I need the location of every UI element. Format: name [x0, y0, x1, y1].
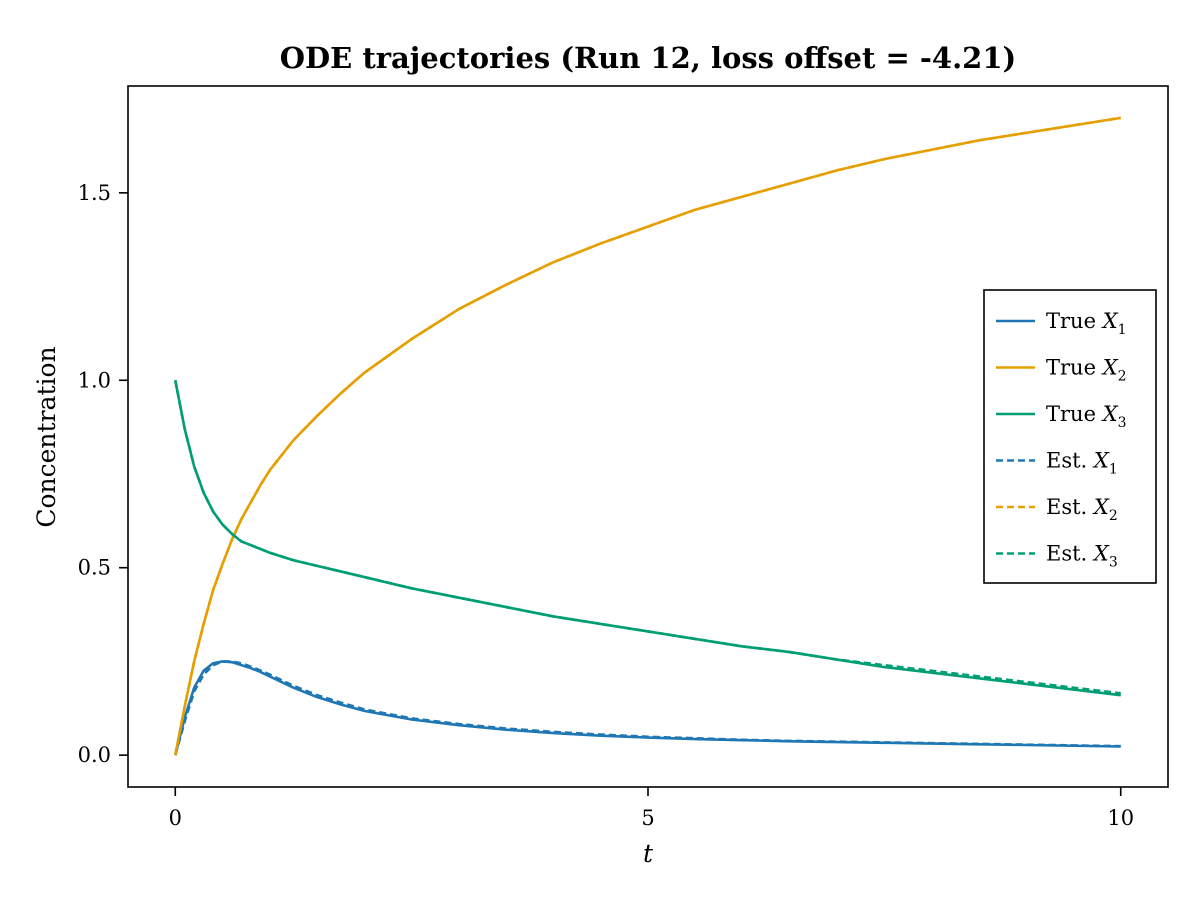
legend-var: X: [1092, 542, 1110, 566]
legend-text: Est.: [1046, 495, 1094, 519]
legend-label: Est. X3: [1046, 542, 1118, 571]
series-line-est-x1: [174, 660, 1121, 756]
x-tick-label: 10: [1107, 806, 1134, 830]
legend-subscript: 3: [1118, 415, 1127, 431]
series-layer: [173, 116, 1121, 756]
legend-subscript: 1: [1109, 462, 1118, 478]
legend-text: True: [1046, 402, 1103, 426]
legend-subscript: 2: [1109, 508, 1118, 524]
y-tick-label: 0.5: [78, 556, 111, 580]
legend-subscript: 1: [1118, 322, 1127, 338]
series-line-est-x2: [173, 116, 1121, 756]
y-axis-ticks: 0.0 0.5 1.0 1.5: [78, 181, 128, 767]
legend-label: True X1: [1046, 309, 1127, 338]
legend-label: True X3: [1046, 402, 1127, 431]
legend-var: X: [1092, 495, 1110, 519]
x-tick-label: 0: [169, 806, 182, 830]
y-tick-label: 1.0: [78, 368, 111, 392]
legend-var: X: [1101, 402, 1119, 426]
series-line-true-x2: [173, 116, 1121, 756]
legend-text: Est.: [1046, 542, 1094, 566]
x-axis-label: t: [643, 839, 654, 868]
series-line-est-x3: [173, 380, 1121, 695]
y-tick-label: 1.5: [78, 181, 111, 205]
legend-text: True: [1046, 356, 1103, 380]
legend-subscript: 2: [1118, 369, 1127, 385]
legend-var: X: [1101, 309, 1119, 333]
legend-frame: [983, 289, 1157, 584]
x-tick-label: 5: [641, 806, 654, 830]
legend-label: Est. X2: [1046, 495, 1118, 524]
legend-text: True: [1046, 309, 1103, 333]
series-line-true-x3: [173, 380, 1121, 697]
legend-var: X: [1101, 356, 1119, 380]
chart-title: ODE trajectories (Run 12, loss offset = …: [280, 41, 1017, 75]
legend-var: X: [1092, 449, 1110, 473]
legend-text: Est.: [1046, 449, 1094, 473]
legend-label: True X2: [1046, 356, 1127, 385]
legend-subscript: 3: [1109, 555, 1118, 571]
x-axis-ticks: 0 5 10: [169, 787, 1134, 830]
legend-label: Est. X1: [1046, 449, 1118, 478]
y-axis-label: Concentration: [32, 346, 61, 527]
y-tick-label: 0.0: [78, 743, 111, 767]
